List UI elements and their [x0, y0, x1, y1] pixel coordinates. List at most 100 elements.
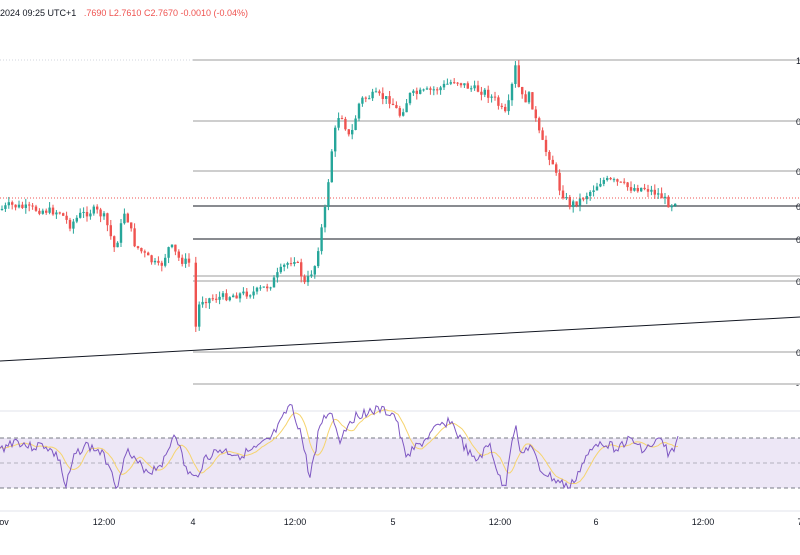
candle-body — [500, 105, 503, 107]
candle-body — [527, 92, 531, 103]
candle-body — [24, 204, 27, 208]
candle-body — [446, 83, 449, 85]
candle-body — [289, 263, 293, 265]
candle-body — [674, 203, 677, 206]
candle-body — [238, 293, 242, 299]
time-axis-label: 12:00 — [489, 517, 512, 527]
candle-body — [568, 197, 571, 208]
candle-body — [228, 297, 231, 301]
candle-body — [470, 88, 473, 90]
candle-body — [405, 103, 408, 113]
candle-body — [371, 91, 374, 99]
candle-body — [310, 274, 313, 277]
candle-body — [517, 65, 520, 87]
candle-body — [612, 179, 616, 181]
candle-body — [21, 204, 24, 208]
candle-body — [643, 187, 646, 190]
price-axis-label: 0 — [796, 277, 800, 287]
candle-body — [153, 260, 157, 263]
candle-body — [602, 180, 605, 184]
candle-body — [364, 97, 367, 99]
candle-body — [432, 89, 435, 91]
candle-body — [606, 177, 609, 181]
candle-body — [592, 190, 595, 192]
candle-body — [473, 85, 476, 89]
fib-retracement[interactable] — [0, 59, 800, 385]
candle-body — [34, 206, 38, 211]
candle-body — [252, 291, 255, 296]
candle-body — [572, 201, 575, 208]
candles — [0, 60, 677, 332]
candle-body — [269, 287, 272, 289]
trend-line[interactable] — [0, 316, 800, 362]
candle-body — [143, 251, 146, 253]
candle-body — [296, 261, 299, 263]
candle-body — [130, 222, 133, 229]
candle-body — [381, 93, 384, 99]
candle-body — [398, 108, 401, 116]
candle-body — [96, 206, 99, 210]
candle-body — [585, 195, 588, 200]
candle-body — [385, 96, 388, 99]
candle-body — [378, 91, 381, 94]
header-open: .7690 — [83, 8, 107, 18]
candle-body — [276, 272, 279, 278]
price-axis-label: 0 — [796, 348, 800, 358]
candle-body — [357, 103, 361, 119]
candle-body — [422, 89, 425, 91]
candle-body — [490, 96, 493, 98]
candle-body — [619, 181, 622, 183]
candle-body — [17, 204, 21, 208]
candle-body — [92, 206, 95, 214]
candle-body — [504, 106, 507, 112]
candle-body — [402, 112, 405, 116]
candle-body — [439, 87, 442, 91]
candle-body — [476, 85, 480, 92]
candle-body — [374, 91, 378, 93]
candle-body — [28, 204, 31, 206]
candle-body — [201, 301, 204, 305]
candle-body — [330, 151, 333, 183]
header-change: -0.0010 (-0.04%) — [180, 8, 249, 18]
candle-body — [14, 204, 17, 208]
price-axis-label: 0 — [796, 117, 800, 127]
candle-body — [7, 202, 10, 206]
candle-body — [538, 118, 541, 131]
candle-body — [616, 179, 619, 182]
candle-body — [340, 118, 344, 120]
candle-body — [194, 262, 197, 327]
candle-body — [337, 118, 340, 128]
candle-body — [395, 105, 398, 109]
price-axis-label: 0 — [796, 202, 800, 212]
candle-body — [11, 202, 14, 205]
candle-body — [116, 242, 119, 248]
price-axis: 1 0 0 0 0 0 0 - — [796, 56, 800, 390]
candle-body — [79, 212, 82, 218]
candle-body — [391, 103, 395, 106]
candle-body — [354, 118, 357, 130]
candle-body — [551, 159, 554, 165]
candle-body — [415, 90, 418, 94]
candle-body — [653, 189, 656, 195]
candle-body — [0, 208, 4, 210]
candle-body — [140, 247, 143, 252]
candle-body — [286, 263, 289, 265]
candle-body — [657, 193, 660, 195]
candle-body — [167, 247, 170, 258]
candle-body — [317, 251, 320, 267]
candle-body — [113, 236, 116, 248]
time-axis-label: 6 — [593, 517, 598, 527]
candle-body — [361, 97, 364, 104]
candle-body — [245, 291, 248, 297]
candle-body — [279, 266, 282, 273]
candle-body — [510, 83, 514, 101]
candle-body — [106, 213, 109, 226]
candle-body — [262, 286, 265, 288]
candle-body — [368, 98, 371, 100]
candle-body — [160, 262, 163, 266]
candle-body — [313, 266, 316, 275]
candle-body — [147, 252, 150, 256]
candle-body — [102, 213, 106, 217]
candle-body — [327, 182, 330, 207]
